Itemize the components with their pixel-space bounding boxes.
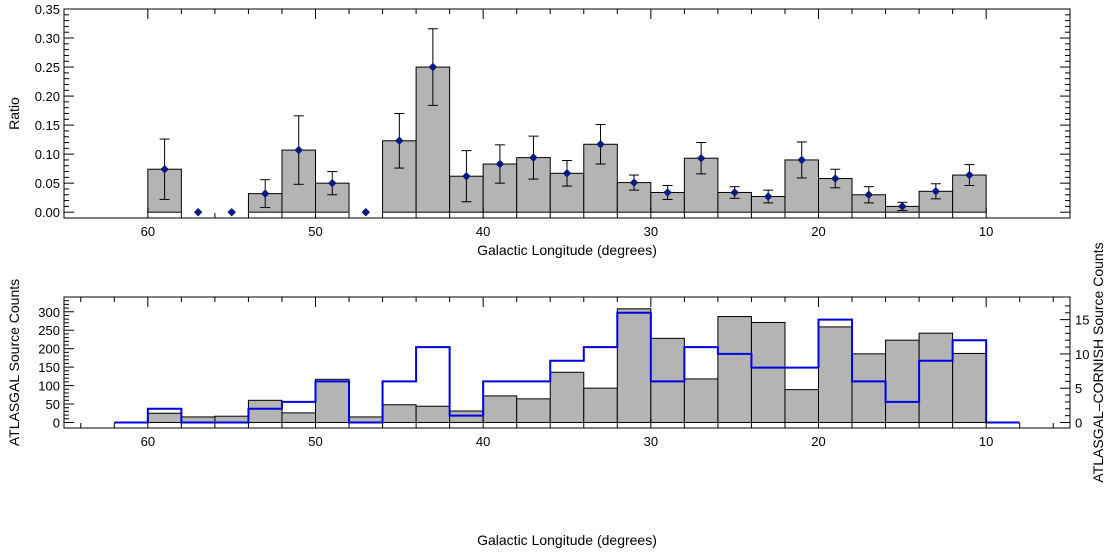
atlasgal-bar — [851, 353, 887, 423]
ratio-marker — [394, 136, 404, 146]
y2-tick-label: 5 — [1075, 381, 1082, 396]
ratio-bar — [382, 140, 417, 213]
x-tick-label: 20 — [811, 224, 825, 239]
atlasgal-bar — [482, 395, 518, 423]
atlasgal-bar — [583, 387, 618, 423]
ratio-marker — [529, 153, 538, 162]
ratio-bars — [147, 66, 987, 213]
x-tick-label: 60 — [141, 434, 155, 449]
y-tick-label: 150 — [38, 360, 60, 375]
ratio-y-axis-title: Ratio — [6, 97, 22, 130]
atlasgal-bar — [549, 371, 585, 423]
ratio-marker — [562, 168, 572, 178]
ratio-marker — [830, 174, 840, 183]
atlasgal-bar — [315, 378, 350, 423]
counts-plot-frame — [63, 296, 1071, 429]
y-tick-label: 0.05 — [35, 176, 60, 191]
ratio-marker — [897, 202, 907, 211]
y-tick-label: 0.20 — [35, 89, 60, 104]
y-tick-label: 0.25 — [35, 60, 60, 75]
atlasgal-bar — [449, 410, 484, 423]
ratio-marker — [227, 207, 237, 217]
y2-tick-label: 15 — [1075, 313, 1089, 328]
ratio-marker — [361, 207, 371, 217]
atlasgal-bar — [784, 389, 820, 423]
ratio-marker — [428, 62, 438, 72]
ratio-marker — [294, 145, 304, 155]
ratio-panel: 60 50 40 30 20 10 0.00 0.05 0.10 0.15 0.20 0.25 0.30… — [6, 2, 1071, 258]
atlasgal-bar — [281, 412, 317, 423]
y2-tick-label: 10 — [1075, 347, 1089, 362]
counts-y-axis-title: ATLASGAL Source Counts — [6, 279, 22, 446]
ratio-marker — [730, 188, 740, 197]
atlasgal-bar — [616, 308, 652, 423]
y-tick-label: 50 — [46, 397, 60, 412]
ratio-x-axis-title: Galactic Longitude (degrees) — [477, 242, 657, 258]
ratio-marker — [495, 159, 505, 169]
counts-y2-axis-title: ATLASGAL–CORNISH Source Counts — [1090, 242, 1106, 482]
x-tick-label: 50 — [308, 224, 322, 239]
x-tick-label: 10 — [979, 224, 993, 239]
y-tick-label: 100 — [38, 379, 60, 394]
atlasgal-bar — [750, 321, 786, 423]
ratio-marker — [931, 186, 941, 196]
ratio-marker — [797, 155, 807, 165]
x-tick-label: 10 — [979, 434, 993, 449]
atlasgal-bar — [683, 378, 719, 423]
y-tick-label: 250 — [38, 323, 60, 338]
atlasgal-bar — [717, 316, 752, 423]
ratio-axis-ticks: 60 50 40 30 20 10 0.00 0.05 0.10 0.15 0.20 0.25 0.30… — [35, 2, 1070, 239]
ratio-marker — [663, 188, 672, 197]
x-tick-label: 40 — [476, 224, 490, 239]
y-tick-label: 0.30 — [35, 31, 60, 46]
ratio-marker — [160, 164, 169, 174]
y-tick-label: 200 — [38, 342, 60, 357]
y-tick-label: 0 — [53, 415, 60, 430]
ratio-marker — [629, 178, 639, 187]
ratio-marker — [327, 178, 337, 188]
x-tick-label: 30 — [644, 434, 658, 449]
ratio-marker — [864, 190, 874, 200]
atlasgal-bar — [382, 404, 417, 423]
ratio-error-bars — [159, 28, 975, 217]
ratio-marker — [193, 207, 203, 217]
ratio-marker — [260, 189, 270, 198]
y-tick-label: 300 — [38, 305, 60, 320]
y2-tick-label: 0 — [1075, 416, 1082, 431]
counts-x-axis-title: Galactic Longitude (degrees) — [477, 532, 657, 548]
atlasgal-bar — [516, 398, 551, 423]
atlasgal-bar — [247, 399, 283, 423]
atlasgal-bar — [147, 412, 182, 423]
ratio-marker — [462, 171, 471, 181]
atlasgal-bar — [918, 332, 954, 423]
y-tick-label: 0.15 — [35, 118, 60, 133]
x-tick-label: 30 — [644, 224, 658, 239]
x-tick-label: 60 — [141, 224, 155, 239]
atlasgal-bar — [818, 326, 853, 423]
atlasgal-bar — [885, 339, 920, 423]
cornish-count-step-line — [114, 311, 1020, 424]
atlasgal-bar — [952, 352, 987, 423]
x-tick-label: 40 — [476, 434, 490, 449]
atlasgal-count-bars — [147, 308, 987, 423]
ratio-marker — [596, 139, 605, 149]
atlasgal-bar — [415, 405, 451, 423]
x-tick-label: 20 — [811, 434, 825, 449]
ratio-marker — [965, 170, 974, 180]
y-tick-label: 0.00 — [35, 205, 60, 220]
x-tick-label: 50 — [308, 434, 322, 449]
y-tick-label: 0.10 — [35, 147, 60, 162]
ratio-marker — [763, 192, 773, 201]
ratio-marker — [696, 153, 706, 163]
y-tick-label: 0.35 — [35, 2, 60, 17]
